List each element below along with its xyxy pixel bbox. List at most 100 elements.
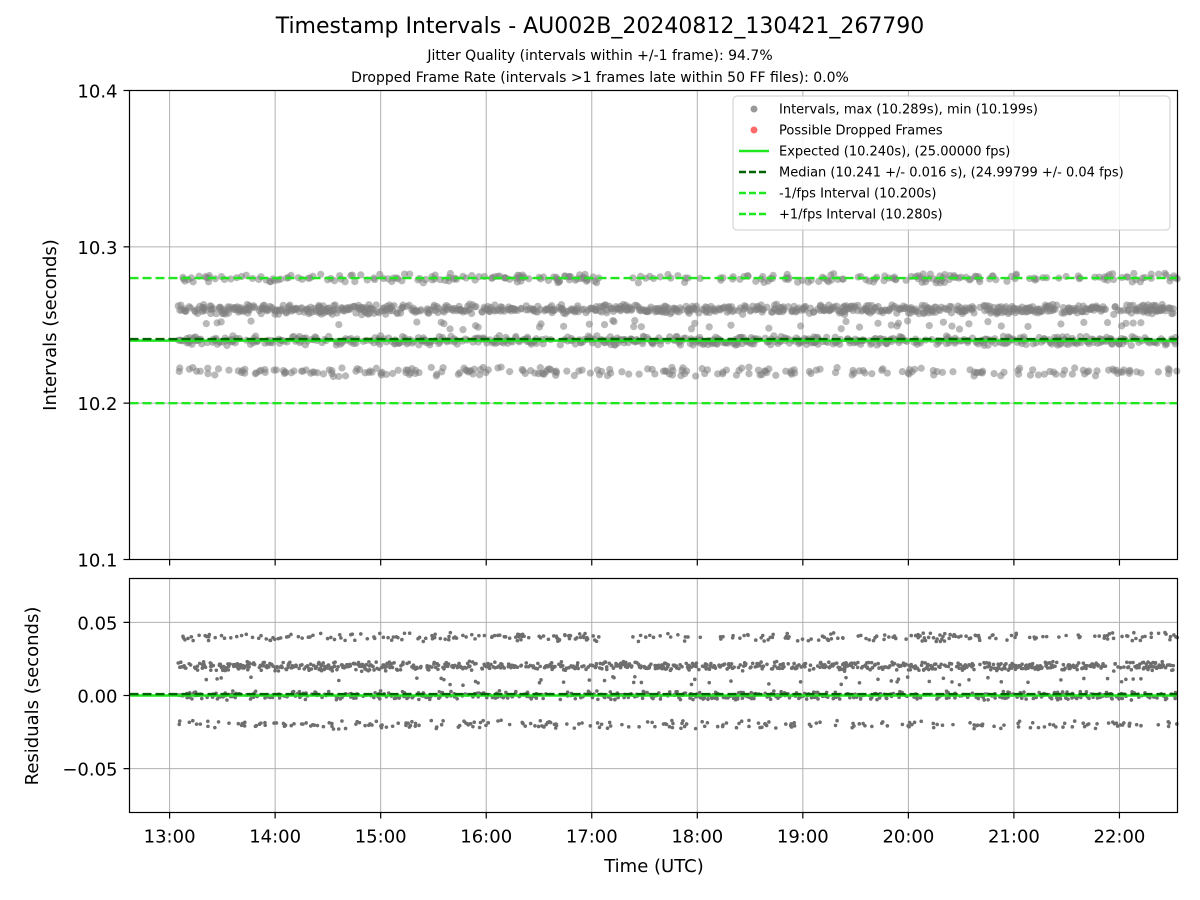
residual-point xyxy=(222,636,227,641)
interval-point xyxy=(247,317,255,325)
residual-point xyxy=(477,633,481,638)
residual-point xyxy=(430,665,434,669)
interval-point xyxy=(456,369,464,377)
residual-point xyxy=(1062,721,1067,726)
residual-point xyxy=(666,663,671,667)
residual-point xyxy=(658,634,662,638)
residual-point xyxy=(259,668,264,673)
interval-point xyxy=(656,273,664,281)
residual-point xyxy=(507,722,512,727)
interval-point xyxy=(861,369,869,377)
residual-point xyxy=(546,637,551,642)
residual-point xyxy=(363,723,367,728)
residual-point xyxy=(332,637,337,642)
residual-point xyxy=(410,719,414,724)
residual-point xyxy=(999,680,1004,684)
top-y-axis-label: Intervals (seconds) xyxy=(40,239,61,411)
residual-point xyxy=(189,634,194,639)
residual-point xyxy=(242,724,247,728)
residual-point xyxy=(396,635,400,640)
interval-point xyxy=(298,275,306,283)
residual-point xyxy=(523,724,528,728)
residual-point xyxy=(340,719,344,723)
residual-point xyxy=(925,663,930,668)
residual-point xyxy=(275,664,279,669)
residual-point xyxy=(337,632,342,637)
residual-point xyxy=(225,698,229,702)
residual-point xyxy=(829,637,834,641)
residual-point xyxy=(666,631,670,636)
residual-point xyxy=(992,724,996,729)
residual-point xyxy=(674,664,679,669)
interval-point xyxy=(446,269,454,278)
residual-point xyxy=(827,660,831,665)
interval-point xyxy=(976,278,984,286)
interval-point xyxy=(696,274,704,282)
residual-point xyxy=(786,662,791,666)
bottom-panel-ticks: 13:00 14:00 15:00 16:00 17:00 18:00 19:00 20:00… xyxy=(62,613,1145,847)
residual-point xyxy=(434,725,439,729)
residual-point xyxy=(682,724,687,729)
interval-point xyxy=(883,369,891,377)
residual-point xyxy=(633,675,637,679)
residual-point xyxy=(486,721,491,725)
residual-point xyxy=(910,722,914,727)
interval-point xyxy=(556,341,564,349)
residual-point xyxy=(350,632,355,636)
residual-point xyxy=(371,664,375,669)
residual-point xyxy=(686,635,690,639)
interval-point xyxy=(738,364,746,372)
interval-point xyxy=(1108,270,1117,278)
residual-point xyxy=(1024,697,1028,701)
residual-point xyxy=(1026,680,1030,685)
residual-point xyxy=(496,719,500,723)
residual-point xyxy=(931,725,936,730)
residual-point xyxy=(599,722,604,727)
residual-point xyxy=(507,636,512,640)
residual-point xyxy=(336,727,341,731)
x-tick-label: 15:00 xyxy=(355,827,407,848)
interval-point xyxy=(474,323,482,331)
residual-point xyxy=(807,668,812,672)
residual-point xyxy=(645,720,650,724)
residual-point xyxy=(759,660,763,664)
residual-point xyxy=(244,632,249,637)
residual-point xyxy=(331,727,336,731)
interval-point xyxy=(335,321,343,329)
interval-point xyxy=(1137,319,1145,327)
residual-point xyxy=(195,668,200,672)
residual-point xyxy=(321,724,326,729)
residual-point xyxy=(1131,677,1135,681)
residual-point xyxy=(539,678,543,682)
interval-point xyxy=(1165,366,1173,374)
interval-point xyxy=(357,271,365,279)
residual-point xyxy=(213,635,218,640)
residual-point xyxy=(308,635,312,639)
residual-point xyxy=(575,661,580,665)
interval-point xyxy=(272,366,281,374)
residual-point xyxy=(272,637,277,642)
interval-point xyxy=(389,369,397,378)
residual-point xyxy=(704,662,709,667)
residual-point xyxy=(885,724,890,728)
residual-point xyxy=(1118,665,1123,670)
residual-point xyxy=(653,724,657,729)
residual-point xyxy=(1150,668,1155,673)
residual-point xyxy=(781,662,785,666)
residual-point xyxy=(871,638,876,643)
residual-point xyxy=(1126,665,1131,669)
residual-point xyxy=(852,724,856,728)
residual-point xyxy=(1131,660,1135,665)
top-panel-ticks: 10.1 10.2 10.3 10.4 xyxy=(77,82,1121,572)
interval-point xyxy=(1022,340,1030,349)
residual-point xyxy=(999,726,1003,731)
residual-point xyxy=(1070,725,1075,729)
residual-point xyxy=(277,696,282,700)
residual-point xyxy=(528,721,533,726)
residual-point xyxy=(876,661,881,666)
residual-point xyxy=(732,665,736,669)
residual-point xyxy=(959,634,963,638)
interval-point xyxy=(427,363,435,372)
interval-point xyxy=(1014,370,1023,378)
interval-point xyxy=(634,279,643,287)
